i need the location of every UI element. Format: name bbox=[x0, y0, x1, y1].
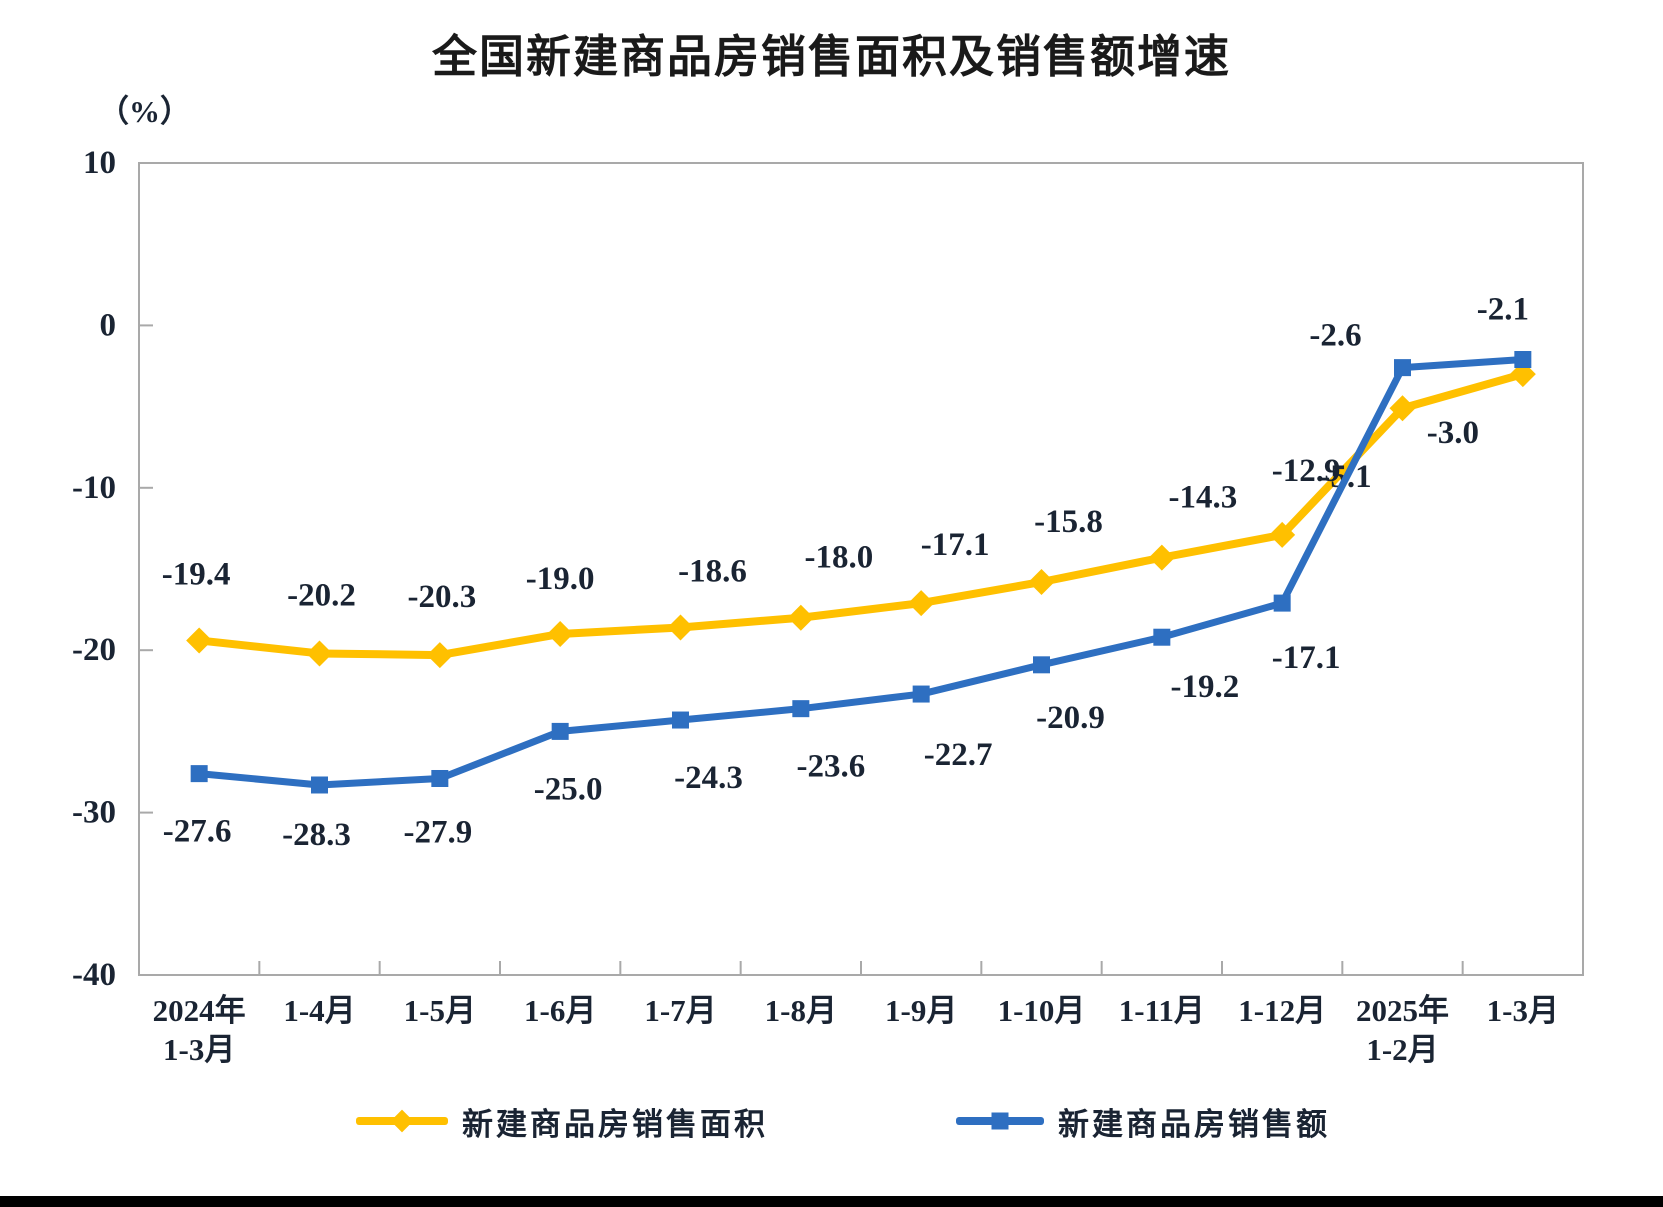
x-tick-label: 1-6月 bbox=[524, 993, 596, 1028]
x-tick-label: 2025年 bbox=[1356, 993, 1449, 1028]
data-label-series-1: -22.7 bbox=[924, 737, 993, 773]
data-label-series-0: -17.1 bbox=[921, 527, 990, 563]
legend-marker-square-icon bbox=[956, 1117, 1044, 1125]
marker-diamond-icon bbox=[1389, 395, 1416, 422]
marker-diamond-icon bbox=[186, 627, 213, 654]
data-label-series-0: -3.0 bbox=[1427, 415, 1479, 451]
data-label-series-1: -19.2 bbox=[1170, 669, 1239, 705]
x-tick-label: 1-7月 bbox=[644, 993, 716, 1028]
marker-square-icon bbox=[792, 700, 810, 718]
data-label-series-0: -14.3 bbox=[1168, 480, 1237, 516]
data-label-series-0: -15.8 bbox=[1034, 504, 1103, 540]
x-tick-label: 1-12月 bbox=[1238, 993, 1326, 1028]
data-label-series-1: -24.3 bbox=[674, 760, 743, 796]
series-line-1 bbox=[195, 356, 1527, 789]
marker-square-icon bbox=[551, 722, 569, 740]
legend-label-sales-area: 新建商品房销售面积 bbox=[462, 1106, 768, 1142]
marker-square-icon bbox=[1394, 359, 1411, 377]
x-tick-label: 1-3月 bbox=[1487, 993, 1559, 1028]
x-tick-label: 1-8月 bbox=[765, 993, 837, 1028]
x-tick-label-line2: 1-3月 bbox=[163, 1032, 235, 1067]
x-tick-label-line2: 1-2月 bbox=[1366, 1032, 1438, 1067]
marker-square-icon bbox=[912, 685, 930, 703]
y-tick-label: 10 bbox=[83, 145, 116, 181]
data-label-series-1: -25.0 bbox=[534, 771, 603, 807]
marker-diamond-icon bbox=[306, 640, 333, 667]
data-label-series-0: -18.6 bbox=[678, 553, 747, 589]
marker-square-icon bbox=[431, 769, 449, 787]
marker-diamond-icon bbox=[547, 620, 574, 647]
series-line-0 bbox=[195, 370, 1527, 660]
y-tick-label: -40 bbox=[72, 957, 116, 993]
x-tick-label: 1-5月 bbox=[404, 993, 476, 1028]
marker-square-icon bbox=[311, 776, 328, 794]
data-label-series-0: -19.0 bbox=[526, 561, 595, 597]
data-label-series-1: -27.9 bbox=[403, 814, 472, 850]
data-label-series-0: -18.0 bbox=[804, 540, 873, 576]
data-label-series-1: -2.6 bbox=[1309, 318, 1361, 354]
y-axis-unit-label: （%） bbox=[98, 94, 191, 129]
data-label-series-1: -17.1 bbox=[1272, 640, 1341, 676]
data-label-series-0: -20.3 bbox=[407, 579, 476, 615]
marker-diamond-icon bbox=[667, 614, 694, 641]
marker-square-icon bbox=[1153, 628, 1171, 646]
marker-square-icon bbox=[1033, 656, 1050, 674]
legend-label-sales-amount: 新建商品房销售额 bbox=[1058, 1106, 1330, 1142]
data-label-series-1: -27.6 bbox=[163, 814, 232, 850]
y-tick-label: -30 bbox=[72, 795, 116, 831]
marker-square-icon bbox=[190, 765, 208, 783]
data-label-series-1: -2.1 bbox=[1477, 292, 1529, 328]
x-tick-label: 1-9月 bbox=[885, 993, 957, 1028]
x-tick-label: 1-10月 bbox=[998, 993, 1086, 1028]
data-label-series-0: -12.9 bbox=[1272, 453, 1341, 489]
marker-square-icon bbox=[1514, 351, 1532, 369]
chart-legend: 新建商品房销售面积 新建商品房销售额 bbox=[0, 1096, 1663, 1146]
marker-diamond-icon bbox=[787, 604, 814, 631]
marker-square-icon bbox=[1273, 594, 1291, 612]
y-tick-label: 0 bbox=[100, 307, 117, 343]
legend-marker-diamond-icon bbox=[356, 1117, 448, 1125]
y-tick-label: -20 bbox=[72, 632, 116, 668]
marker-diamond-icon bbox=[426, 642, 453, 669]
data-label-series-1: -20.9 bbox=[1036, 700, 1105, 736]
marker-diamond-icon bbox=[908, 590, 935, 617]
data-label-series-1: -23.6 bbox=[796, 749, 865, 785]
chart-title: 全国新建商品房销售面积及销售额增速 bbox=[431, 31, 1231, 82]
y-tick-label: -10 bbox=[72, 470, 116, 506]
marker-diamond-icon bbox=[1028, 568, 1055, 595]
data-label-series-1: -28.3 bbox=[282, 817, 351, 853]
bottom-black-bar bbox=[0, 1196, 1663, 1207]
marker-diamond-icon bbox=[1148, 544, 1175, 571]
x-tick-label: 1-11月 bbox=[1119, 993, 1205, 1028]
marker-square-icon bbox=[672, 711, 689, 729]
x-tick-label: 2024年 bbox=[153, 993, 246, 1028]
legend-item-sales-area: 新建商品房销售面积 bbox=[356, 1096, 768, 1146]
legend-item-sales-amount: 新建商品房销售额 bbox=[956, 1096, 1330, 1146]
x-tick-label: 1-4月 bbox=[283, 993, 355, 1028]
data-label-series-0: -19.4 bbox=[162, 556, 231, 592]
marker-diamond-icon bbox=[1269, 521, 1296, 548]
data-label-series-0: -20.2 bbox=[287, 577, 356, 613]
